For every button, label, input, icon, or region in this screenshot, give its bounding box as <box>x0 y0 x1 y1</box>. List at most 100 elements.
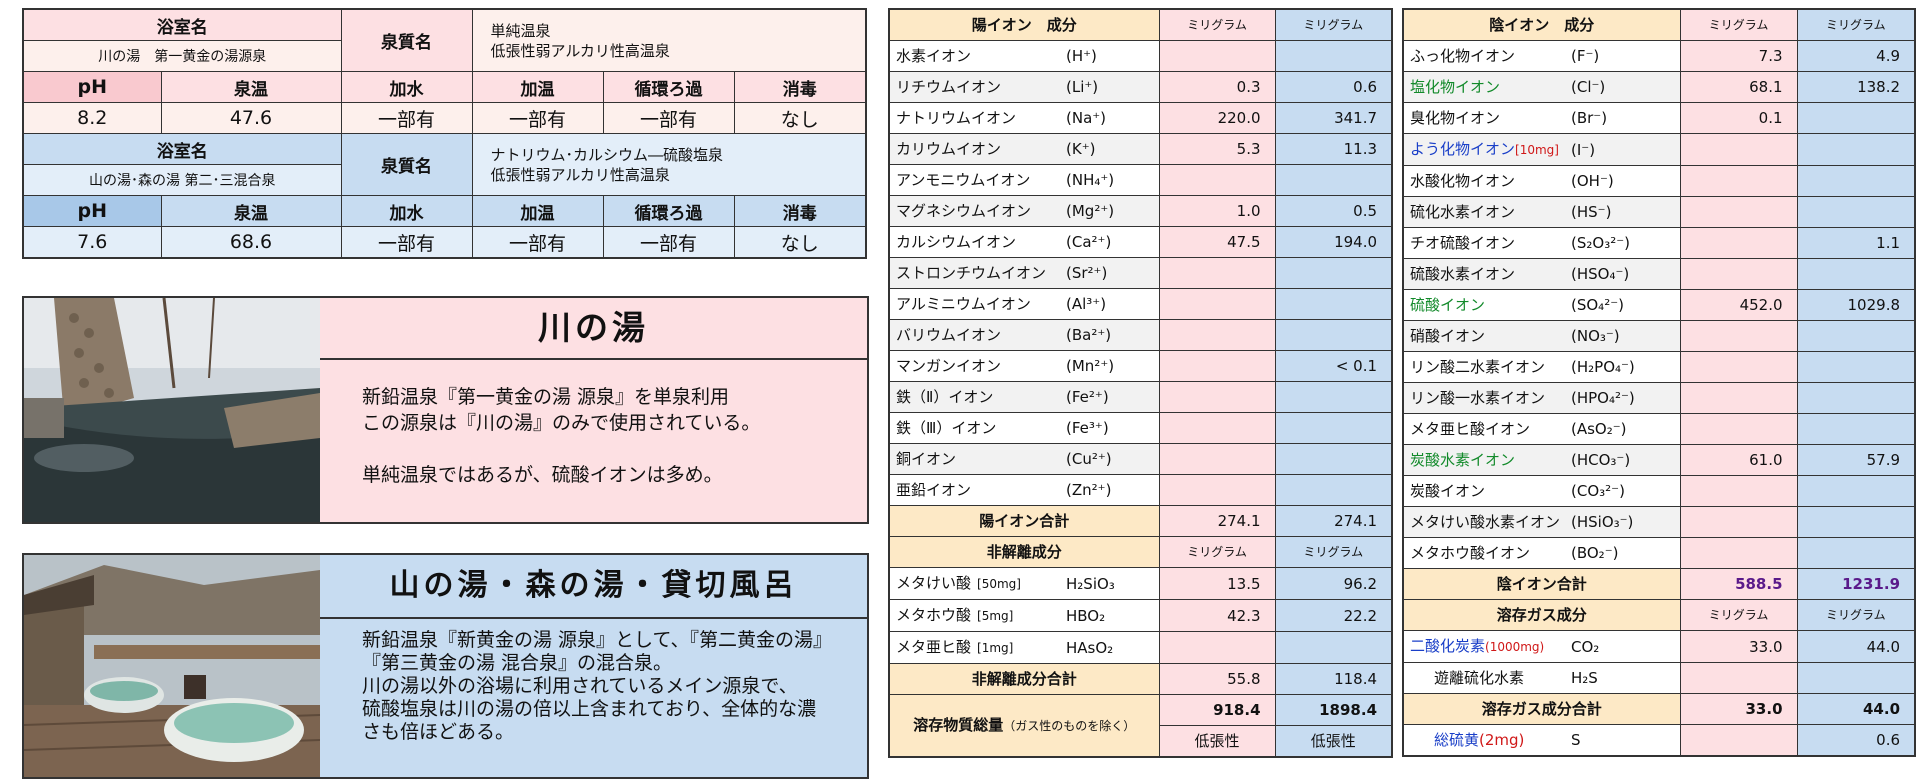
cation-row: 鉄（Ⅲ）イオン (Fe³⁺) <box>888 412 1393 444</box>
cation-name: カルシウムイオン <box>888 226 1060 258</box>
nondiss-value-kawa <box>1158 631 1276 664</box>
nondiss-name: メタホウ酸 [5mg] <box>888 599 1060 632</box>
cation-name: ナトリウムイオン <box>888 102 1060 134</box>
gas-table-body: 二酸化炭素(1000mg) CO₂ 33.0 44.0 遊離硫化水素 H₂S <box>1402 630 1916 694</box>
cation-formula: (Ca²⁺) <box>1060 226 1160 258</box>
yama-quality-line1: ナトリウム･カルシウム―硫酸塩泉 <box>490 145 724 164</box>
kawa-temp-value: 47.6 <box>160 102 342 134</box>
cation-formula: (Fe³⁺) <box>1060 412 1160 444</box>
anion-name: 硫酸イオン <box>1402 289 1565 321</box>
anion-row: 硝酸イオン (NO₃⁻) <box>1402 320 1916 352</box>
anion-name: 硫酸水素イオン <box>1402 258 1565 290</box>
yama-info-text: 新鉛温泉『新黄金の湯 源泉』として、『第二黄金の湯』 『第三黄金の湯 混合泉』の… <box>362 629 833 743</box>
gas-value-kawa <box>1679 662 1798 694</box>
anion-total-kawa: 588.5 <box>1679 568 1798 600</box>
cation-formula: (Li⁺) <box>1060 71 1160 103</box>
dissolved-total-yama: 1898.4 <box>1274 694 1393 726</box>
anion-value-yama: 4.9 <box>1796 40 1916 72</box>
gas-label: 二酸化炭素 <box>1410 637 1486 655</box>
anion-label: 硫酸水素イオン <box>1410 265 1516 283</box>
nondiss-note: [50mg] <box>977 577 1021 591</box>
cation-name: バリウムイオン <box>888 319 1060 351</box>
tonicity-kawa: 低張性 <box>1158 725 1276 758</box>
kawa-room-name: 川の湯 第一黄金の湯源泉 <box>22 40 342 72</box>
kawa-disinfect-value: なし <box>733 102 867 134</box>
anion-value-yama <box>1796 165 1916 197</box>
sulfur-name: 総硫黄(2mg) <box>1402 724 1565 757</box>
cation-name: リチウムイオン <box>888 71 1060 103</box>
cation-value-kawa <box>1158 443 1276 475</box>
cation-value-yama <box>1274 443 1393 475</box>
anion-name: 塩化物イオン <box>1402 71 1565 103</box>
anion-bottom: 溶存ガス成分合計 33.0 44.0 総硫黄(2mg) S 0.6 <box>1402 693 1916 757</box>
anion-table-body: 陰イオン 成分 ミリグラム ミリグラム ふっ化物イオン (F⁻) 7.3 4.9 塩化物… <box>1402 8 1916 569</box>
cation-footer: 陽イオン合計 274.1 274.1 非解離成分 ミリグラム ミリグラム <box>888 505 1393 568</box>
anion-label: 炭酸イオン <box>1410 482 1486 500</box>
nondiss-formula: HBO₂ <box>1060 599 1160 632</box>
nondiss-value-kawa: 42.3 <box>1158 599 1276 632</box>
anion-row: メタけい酸水素イオン (HSiO₃⁻) <box>1402 506 1916 538</box>
gas-total-label: 溶存ガス成分合計 <box>1402 693 1681 725</box>
anion-value-kawa <box>1679 413 1798 445</box>
kawa-info-box: 川の湯 新鉛温泉『第一黄金の湯 源泉』を単泉利用 この源泉は『川の湯』のみで使用… <box>22 296 869 524</box>
cation-name: マグネシウムイオン <box>888 195 1060 227</box>
anion-row: メタホウ酸イオン (BO₂⁻) <box>1402 537 1916 569</box>
dissolved-label: 溶存物質総量 <box>913 716 1004 734</box>
nondiss-note: [5mg] <box>977 609 1014 623</box>
anion-name: ふっ化物イオン <box>1402 40 1565 72</box>
cation-row: ストロンチウムイオン (Sr²⁺) <box>888 257 1393 289</box>
cation-name: 銅イオン <box>888 443 1060 475</box>
yama-circ-value: 一部有 <box>602 226 735 259</box>
cation-row: ナトリウムイオン (Na⁺) 220.0 341.7 <box>888 102 1393 134</box>
yama-temp-value: 68.6 <box>160 226 342 259</box>
cation-value-kawa <box>1158 288 1276 320</box>
nondiss-formula: HAsO₂ <box>1060 631 1160 664</box>
nondiss-value-yama: 22.2 <box>1274 599 1393 632</box>
anion-value-yama: 1029.8 <box>1796 289 1916 321</box>
kawa-ph-value: 8.2 <box>22 102 162 134</box>
nondiss-unit-kawa: ミリグラム <box>1158 536 1276 568</box>
anion-unit-yama: ミリグラム <box>1796 8 1916 41</box>
cation-value-yama: 0.6 <box>1274 71 1393 103</box>
gas-formula: CO₂ <box>1565 630 1681 663</box>
nondiss-row: メタ亜ヒ酸 [1mg] HAsO₂ <box>888 631 1393 664</box>
anion-formula: (HPO₄²⁻) <box>1565 382 1681 414</box>
cation-row: 水素イオン (H⁺) <box>888 40 1393 72</box>
yama-quality-line2: 低張性弱アルカリ性高温泉 <box>490 165 670 184</box>
cation-value-yama: 0.5 <box>1274 195 1393 227</box>
cation-total-yama: 274.1 <box>1274 505 1393 537</box>
sulfur-label: 総硫黄 <box>1434 731 1480 749</box>
cation-row: 鉄（Ⅱ）イオン (Fe²⁺) <box>888 381 1393 413</box>
anion-value-yama <box>1796 320 1916 352</box>
cation-row: 銅イオン (Cu²⁺) <box>888 443 1393 475</box>
cation-row: バリウムイオン (Ba²⁺) <box>888 319 1393 351</box>
gas-value-yama <box>1796 662 1916 694</box>
nondiss-label: メタホウ酸 <box>896 606 972 624</box>
kawa-quality-line2: 低張性弱アルカリ性高温泉 <box>490 41 670 60</box>
cation-name: 鉄（Ⅲ）イオン <box>888 412 1060 444</box>
anion-row: リン酸二水素イオン (H₂PO₄⁻) <box>1402 351 1916 383</box>
kawa-heat-header: 加温 <box>471 71 604 103</box>
anion-value-kawa <box>1679 227 1798 259</box>
gas-name: 遊離硫化水素 <box>1402 662 1565 694</box>
anion-formula: (S₂O₃²⁻) <box>1565 227 1681 259</box>
anion-value-yama <box>1796 102 1916 134</box>
nondiss-name: メタけい酸 [50mg] <box>888 567 1060 600</box>
kawa-bath-photo <box>24 298 320 522</box>
sulfur-yama: 0.6 <box>1796 724 1916 757</box>
cation-value-yama <box>1274 164 1393 196</box>
anion-formula: (Cl⁻) <box>1565 71 1681 103</box>
anion-formula: (CO₃²⁻) <box>1565 475 1681 507</box>
anion-label: よう化物イオン <box>1410 140 1516 158</box>
cation-name: 水素イオン <box>888 40 1060 72</box>
cation-value-kawa <box>1158 164 1276 196</box>
anion-row: 塩化物イオン (Cl⁻) 68.1 138.2 <box>1402 71 1916 103</box>
anion-value-kawa <box>1679 382 1798 414</box>
nondiss-value-yama: 96.2 <box>1274 567 1393 600</box>
cation-value-kawa <box>1158 319 1276 351</box>
anion-label: 塩化物イオン <box>1410 78 1501 96</box>
anion-name: メタホウ酸イオン <box>1402 537 1565 569</box>
gas-label: 遊離硫化水素 <box>1434 669 1525 687</box>
anion-value-kawa <box>1679 133 1798 166</box>
cation-name: カリウムイオン <box>888 133 1060 165</box>
